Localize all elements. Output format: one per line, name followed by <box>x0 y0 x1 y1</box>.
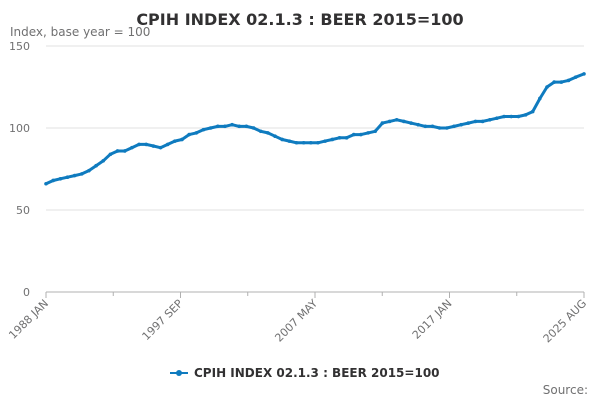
data-point[interactable] <box>394 118 399 122</box>
data-point[interactable] <box>344 136 349 140</box>
data-point[interactable] <box>409 121 413 125</box>
x-tick-label: 2017 JAN <box>410 297 455 342</box>
data-point[interactable] <box>101 159 106 163</box>
data-point[interactable] <box>215 124 220 129</box>
data-point[interactable] <box>72 173 77 178</box>
data-point[interactable] <box>573 75 578 79</box>
data-point[interactable] <box>115 149 120 153</box>
data-point[interactable] <box>137 142 141 147</box>
data-point[interactable] <box>366 131 370 135</box>
data-point[interactable] <box>79 172 84 176</box>
data-point[interactable] <box>387 119 392 124</box>
data-point[interactable] <box>208 126 213 130</box>
data-point[interactable] <box>559 80 564 84</box>
data-point[interactable] <box>87 168 91 173</box>
data-point[interactable] <box>230 122 234 127</box>
series-layer <box>44 72 586 186</box>
data-point[interactable] <box>516 114 521 119</box>
data-point[interactable] <box>287 139 292 143</box>
data-point[interactable] <box>173 139 177 143</box>
data-point[interactable] <box>445 126 449 130</box>
y-tick-label: 50 <box>16 204 30 217</box>
data-point[interactable] <box>187 132 191 137</box>
data-point[interactable] <box>437 126 442 130</box>
data-point[interactable] <box>416 122 420 127</box>
data-point[interactable] <box>487 118 492 122</box>
y-tick-label: 0 <box>23 286 30 299</box>
x-tick-label: 2007 MAY <box>272 297 320 345</box>
data-point[interactable] <box>258 129 263 134</box>
data-point[interactable] <box>180 137 184 142</box>
data-point[interactable] <box>108 152 113 157</box>
legend[interactable]: CPIH INDEX 02.1.3 : BEER 2015=100 <box>170 366 440 380</box>
data-point[interactable] <box>44 181 48 186</box>
data-point[interactable] <box>523 113 528 117</box>
data-point[interactable] <box>423 124 428 129</box>
data-point[interactable] <box>223 124 227 129</box>
data-point[interactable] <box>65 175 70 179</box>
data-point[interactable] <box>266 131 270 135</box>
y-tick-label: 150 <box>9 40 30 53</box>
data-point[interactable] <box>480 119 485 124</box>
data-point[interactable] <box>51 178 55 183</box>
data-point[interactable] <box>201 127 206 132</box>
data-point[interactable] <box>351 132 356 137</box>
data-point[interactable] <box>473 119 478 124</box>
data-point[interactable] <box>244 124 249 129</box>
data-point[interactable] <box>359 132 363 137</box>
source-label: Source: <box>543 383 588 397</box>
data-point[interactable] <box>566 78 571 83</box>
data-point[interactable] <box>309 140 313 145</box>
data-point[interactable] <box>122 149 127 153</box>
data-point[interactable] <box>294 140 299 145</box>
data-point[interactable] <box>158 145 163 150</box>
data-point[interactable] <box>151 144 156 148</box>
data-point[interactable] <box>530 109 535 114</box>
x-tick-labels: 1988 JAN 1997 SEP 2007 MAY 2017 JAN 2025 AUG <box>6 297 589 346</box>
data-point[interactable] <box>380 121 385 125</box>
grid <box>46 45 584 211</box>
data-point[interactable] <box>94 163 98 168</box>
y-tick-labels: 0 50 100 150 <box>9 40 30 299</box>
data-point[interactable] <box>502 114 506 119</box>
data-point[interactable] <box>545 85 549 89</box>
axes <box>45 291 585 298</box>
data-point[interactable] <box>316 140 320 145</box>
data-point[interactable] <box>402 119 406 124</box>
data-point[interactable] <box>373 129 378 134</box>
data-point[interactable] <box>130 145 134 150</box>
data-point[interactable] <box>452 124 456 129</box>
data-point[interactable] <box>280 137 284 142</box>
data-point[interactable] <box>273 134 277 138</box>
chart-title: CPIH INDEX 02.1.3 : BEER 2015=100 <box>136 10 463 29</box>
data-point[interactable] <box>194 131 199 135</box>
legend-label: CPIH INDEX 02.1.3 : BEER 2015=100 <box>194 366 440 380</box>
data-point[interactable] <box>165 142 170 147</box>
data-point[interactable] <box>301 140 306 145</box>
x-tick-label: 1997 SEP <box>140 297 186 343</box>
data-point[interactable] <box>58 177 63 181</box>
data-point[interactable] <box>459 122 463 127</box>
data-point[interactable] <box>144 142 149 147</box>
series-line[interactable] <box>44 72 586 186</box>
chart-subtitle: Index, base year = 100 <box>10 25 150 39</box>
data-point[interactable] <box>495 116 499 120</box>
data-point[interactable] <box>430 124 435 129</box>
data-point[interactable] <box>323 139 327 143</box>
data-point[interactable] <box>509 114 514 119</box>
data-point[interactable] <box>582 72 586 76</box>
data-point[interactable] <box>251 126 256 130</box>
x-tick-label: 1988 JAN <box>6 297 51 342</box>
data-point[interactable] <box>330 137 335 142</box>
data-point[interactable] <box>337 136 342 140</box>
data-point[interactable] <box>237 124 242 129</box>
data-point[interactable] <box>552 80 556 84</box>
y-tick-label: 100 <box>9 122 30 135</box>
data-point[interactable] <box>538 96 542 101</box>
data-point[interactable] <box>466 121 471 125</box>
legend-point-marker <box>176 370 182 376</box>
x-tick-label: 2025 AUG <box>541 297 590 346</box>
